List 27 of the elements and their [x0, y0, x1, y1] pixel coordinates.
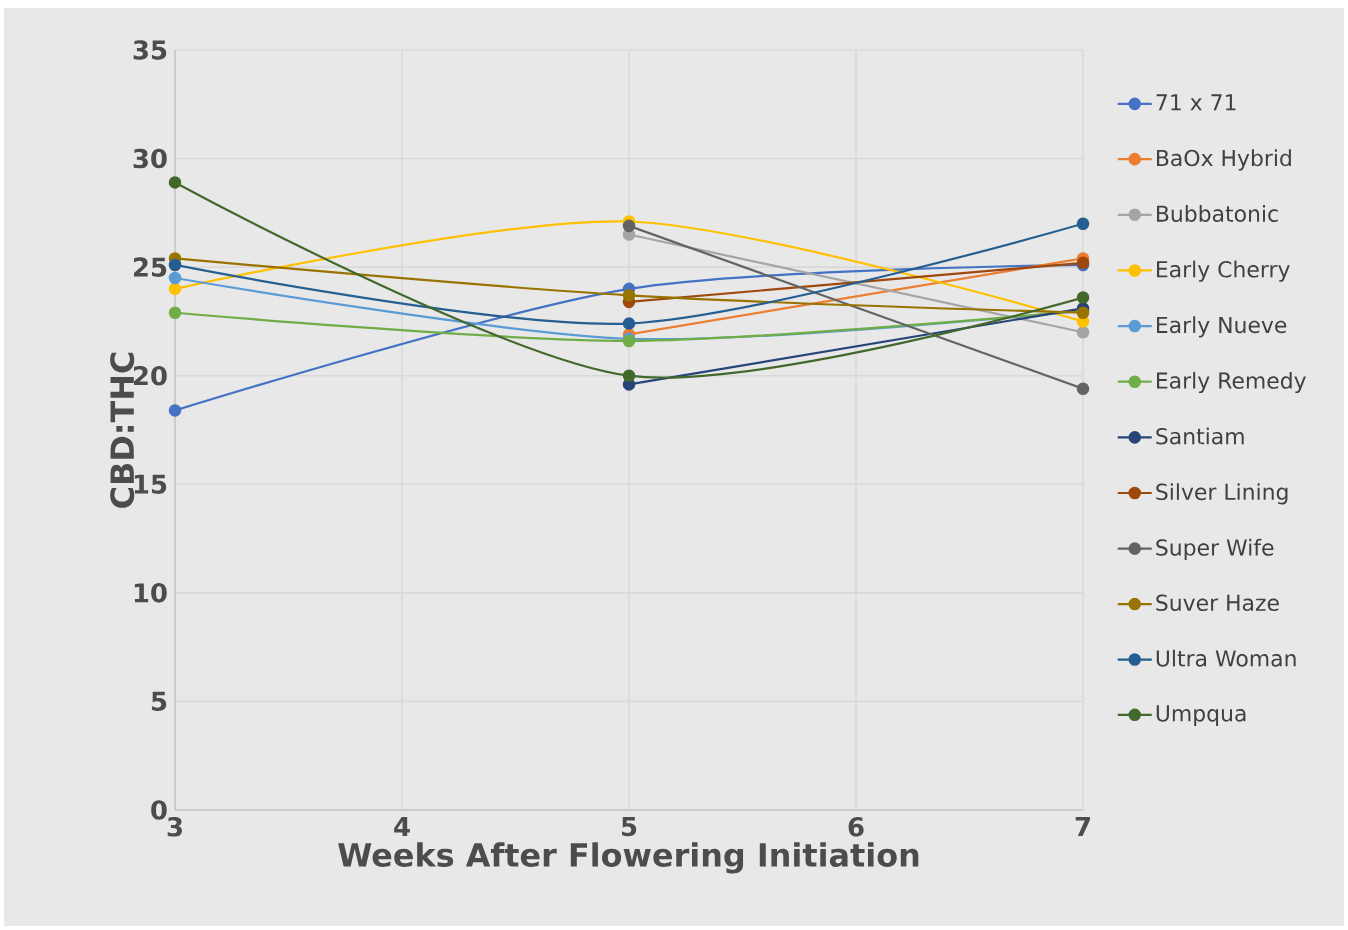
- legend-label: Super Wife: [1156, 538, 1274, 561]
- x-tick-label: 4: [394, 817, 410, 836]
- y-tick-label: 15: [134, 474, 167, 494]
- x-axis-title: Weeks After Flowering Initiation: [338, 842, 919, 874]
- legend-label: Umpqua: [1156, 705, 1246, 726]
- legend-label: Suver Haze: [1156, 594, 1279, 612]
- legend-label: Santiam: [1156, 427, 1244, 445]
- x-tick-label: 6: [848, 817, 864, 837]
- y-tick-label: 10: [134, 583, 167, 603]
- y-tick-label: 0: [151, 800, 167, 820]
- x-tick-label: 3: [167, 817, 182, 837]
- legend-label: Ultra Woman: [1156, 649, 1296, 667]
- y-axis-title: CBD:THC: [110, 352, 135, 508]
- legend-label: Early Remedy: [1157, 371, 1306, 394]
- y-tick-label: 5: [151, 691, 167, 712]
- legend-label: 71 x 71: [1156, 94, 1236, 111]
- legend-label: Early Cherry: [1157, 260, 1290, 282]
- y-tick-label: 20: [133, 365, 167, 386]
- legend-label: Bubbatonic: [1157, 204, 1278, 222]
- legend-label: BaOx Hybrid: [1157, 149, 1291, 171]
- x-tick-label: 7: [1075, 817, 1090, 836]
- y-tick-label: 25: [133, 257, 167, 277]
- x-tick-label: 5: [622, 817, 637, 837]
- legend-label: Early Nueve: [1157, 316, 1287, 338]
- y-tick-label: 35: [133, 40, 167, 60]
- y-tick-label: 30: [133, 148, 167, 169]
- legend-label: Silver Lining: [1156, 483, 1288, 505]
